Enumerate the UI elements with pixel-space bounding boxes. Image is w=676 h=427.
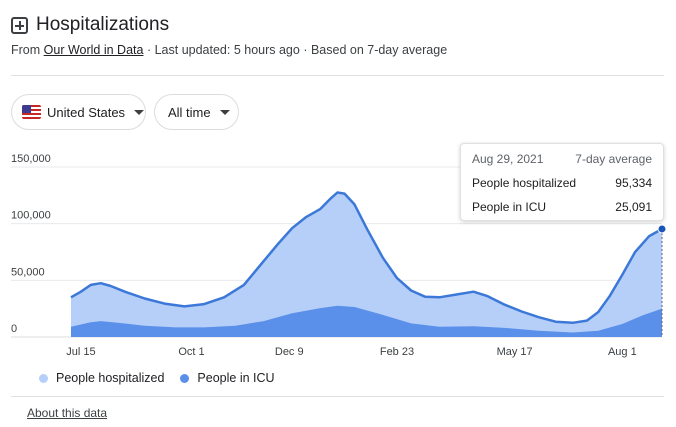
legend-item-icu[interactable]: People in ICU [180,371,275,385]
x-tick-label: Aug 1 [608,346,637,358]
x-tick-label: Oct 1 [178,346,204,358]
x-tick-label: Dec 9 [275,346,304,358]
tooltip-label-icu: People in ICU [472,200,547,214]
chart-axes: 0 50,000 100,000 150,000 Jul 15 Oct 1 Dec 9 Feb… [11,153,637,358]
page-title: Hospitalizations [36,14,170,35]
about-data-link[interactable]: About this data [27,406,108,420]
y-tick-label: 150,000 [11,153,51,165]
country-select[interactable]: United States [11,94,146,130]
header: Hospitalizations [11,14,169,36]
top-divider [11,75,664,76]
x-tick-label: Feb 23 [380,346,414,358]
range-select[interactable]: All time [154,94,239,130]
range-select-label: All time [168,104,211,120]
source-link[interactable]: Our World in Data [43,43,144,57]
caret-down-icon [219,109,230,115]
chart-areas [70,191,663,337]
tooltip-value-hospitalized: 95,334 [615,176,652,190]
source-meta: · Last updated: 5 hours ago · Based on 7… [146,43,448,57]
chart-legend: People hospitalized People in ICU [39,371,291,385]
y-tick-label: 0 [11,323,17,335]
legend-dot-icon [180,373,190,383]
legend-item-hospitalized[interactable]: People hospitalized [39,371,164,385]
chart-tooltip: Aug 29, 2021 7-day average People hospit… [460,143,664,221]
plus-box-icon[interactable] [11,16,28,34]
us-flag-icon [22,105,41,119]
country-select-label: United States [47,104,126,120]
icu-area [71,305,662,337]
tooltip-date: Aug 29, 2021 [472,152,544,166]
hospitalized-area [71,192,662,337]
bottom-divider [11,396,664,397]
y-tick-label: 50,000 [11,266,45,278]
source-prefix: From [11,43,41,57]
x-tick-label: Jul 15 [66,346,95,358]
tooltip-mode: 7-day average [575,152,652,166]
x-tick-label: May 17 [497,346,533,358]
hospitalized-line [70,191,663,325]
tooltip-value-icu: 25,091 [615,200,652,214]
y-tick-label: 100,000 [11,210,51,222]
chart-markers [657,224,667,337]
legend-label: People hospitalized [56,371,165,385]
hover-point [657,224,667,234]
caret-down-icon [134,109,145,115]
tooltip-label-hospitalized: People hospitalized [472,176,577,190]
legend-dot-icon [39,373,48,383]
source-line: From Our World in Data · Last updated: 5… [11,43,447,57]
legend-label: People in ICU [197,371,275,385]
